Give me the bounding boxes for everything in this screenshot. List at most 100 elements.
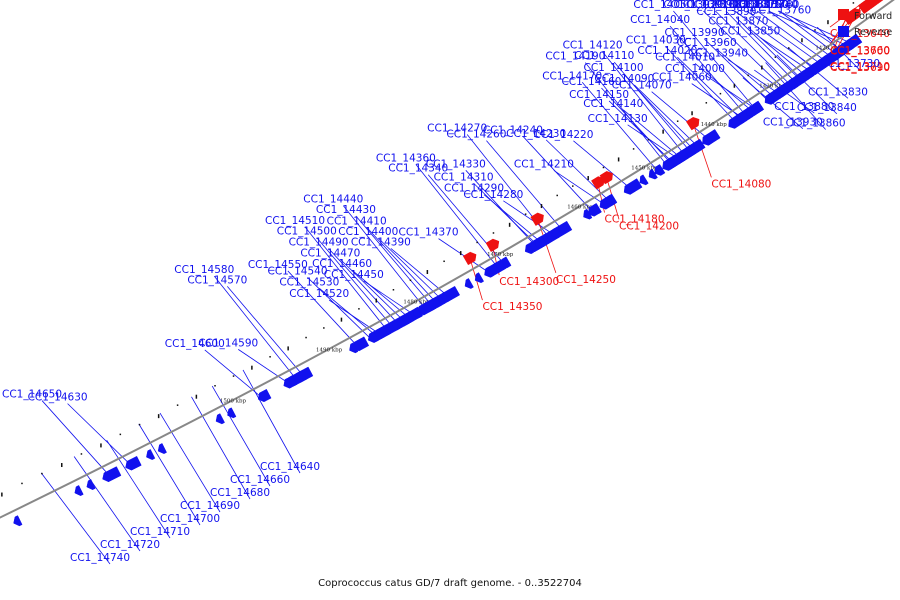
- axis-tick-label: 1470 kbp: [487, 252, 514, 258]
- label-leader-line: [340, 259, 408, 325]
- feature-mark: [705, 102, 708, 104]
- gene-label: CC1_14200: [619, 220, 679, 232]
- forward-gene-arrow: [462, 251, 477, 266]
- gene-label: CC1_13690: [830, 62, 890, 74]
- gene-label: CC1_14600: [165, 338, 225, 350]
- reverse-gene-arrow: [423, 301, 433, 313]
- axis-tick-label: 1480 kbp: [403, 299, 430, 305]
- gene-label: CC1_14010: [655, 51, 715, 63]
- axis-tick-label: 1490 kbp: [316, 347, 343, 353]
- label-leader-line: [715, 10, 795, 90]
- label-leader-line: [159, 412, 221, 513]
- reverse-gene-arrow: [485, 266, 495, 278]
- feature-mark: [80, 453, 83, 455]
- gene-label: CC1_14230: [506, 128, 566, 140]
- label-leader-line: [725, 10, 800, 87]
- reverse-gene-arrow: [227, 407, 237, 419]
- label-leader-line: [756, 10, 831, 65]
- gene-label: CC1_13890: [696, 6, 756, 18]
- reverse-gene-arrow: [74, 485, 84, 496]
- gene-label: CC1_14040: [630, 14, 690, 26]
- gene-label: CC1_14220: [533, 129, 593, 141]
- label-leader-line: [716, 48, 778, 101]
- label-leader-line: [415, 164, 502, 272]
- gene-label: CC1_14450: [324, 269, 384, 281]
- feature-mark: [476, 241, 478, 244]
- reverse-gene-arrow: [592, 203, 602, 214]
- label-leader-line: [613, 61, 694, 156]
- reverse-gene-arrow: [623, 178, 643, 195]
- gene-label: CC1_14390: [351, 236, 411, 248]
- gene-label: CC1_14150: [569, 89, 629, 101]
- label-leader-line: [673, 10, 759, 114]
- reverse-gene-arrow: [702, 134, 712, 146]
- gene-label: CC1_14130: [588, 113, 648, 125]
- gene-label: CC1_14510: [265, 215, 325, 227]
- reverse-gene-arrow: [294, 371, 304, 383]
- feature-mark: [305, 336, 307, 339]
- reverse-gene-arrow: [367, 331, 379, 343]
- forward-gene-arrow: [857, 0, 872, 15]
- reverse-gene-arrow: [283, 377, 293, 389]
- legend-forward-label: Forward: [854, 11, 892, 22]
- label-leader-line: [694, 63, 757, 115]
- label-leader-line: [211, 385, 271, 487]
- feature-mark: [662, 129, 664, 134]
- reverse-gene-arrow: [796, 72, 806, 84]
- feature-mark: [375, 298, 378, 303]
- gene-label: CC1_14700: [160, 513, 220, 525]
- gene-label: CC1_14400: [338, 226, 398, 238]
- feature-mark: [761, 65, 763, 70]
- gene-label: CC1_14080: [711, 178, 771, 190]
- reverse-gene-arrow: [360, 336, 370, 348]
- label-leader-line: [316, 237, 397, 331]
- gene-arrows: [13, 0, 884, 527]
- label-leader-line: [768, 10, 837, 61]
- gene-label: CC1_14630: [28, 392, 88, 404]
- forward-gene-arrow: [485, 238, 500, 253]
- gene-label: CC1_13740: [738, 0, 798, 11]
- reverse-gene-arrow: [86, 479, 96, 490]
- gene-label: CC1_13850: [720, 26, 780, 38]
- label-leader-line: [355, 215, 436, 310]
- reverse-gene-arrow: [534, 237, 544, 249]
- label-leader-line: [227, 286, 307, 380]
- reverse-gene-arrow: [13, 515, 23, 527]
- feature-mark: [556, 194, 558, 197]
- gene-label: CC1_14440: [303, 194, 363, 206]
- gene-label: CC1_14740: [70, 552, 130, 564]
- feature-mark: [747, 74, 749, 77]
- feature-mark: [214, 385, 216, 387]
- reverse-gene-arrow: [524, 243, 535, 255]
- label-leader-line: [319, 287, 381, 340]
- label-leader-line: [342, 205, 429, 313]
- axis-arc: [0, 0, 895, 519]
- label-leader-line: [623, 109, 685, 162]
- axis-tick-label: 1500 kbp: [220, 398, 247, 404]
- reverse-gene-arrow: [551, 226, 563, 239]
- gene-label: CC1_13780: [739, 0, 799, 11]
- feature-mark: [492, 232, 495, 234]
- gene-label: CC1_14470: [300, 247, 360, 259]
- gene-label: CC1_14430: [316, 204, 376, 216]
- gene-label: CC1_14640: [260, 461, 320, 473]
- feature-mark: [157, 414, 160, 419]
- gene-label: CC1_14650: [2, 389, 62, 401]
- gene-label: CC1_14170: [542, 70, 602, 82]
- reverse-gene-arrow: [654, 164, 666, 176]
- feature-mark: [676, 120, 679, 122]
- label-leader-lines: [40, 0, 869, 565]
- gene-label: CC1_13920: [663, 0, 723, 11]
- gene-label: CC1_13820: [695, 0, 755, 11]
- gene-label: CC1_14530: [279, 276, 339, 288]
- label-leader-line: [378, 237, 446, 304]
- label-leader-line: [602, 51, 688, 159]
- feature-mark: [801, 38, 803, 43]
- label-leader-line: [366, 227, 440, 307]
- label-leader-line: [238, 349, 294, 387]
- feature-mark: [733, 83, 736, 88]
- axis-tick-label: 1420 kbp: [815, 45, 842, 51]
- label-leader-line: [573, 140, 635, 193]
- label-leader-line: [608, 100, 677, 167]
